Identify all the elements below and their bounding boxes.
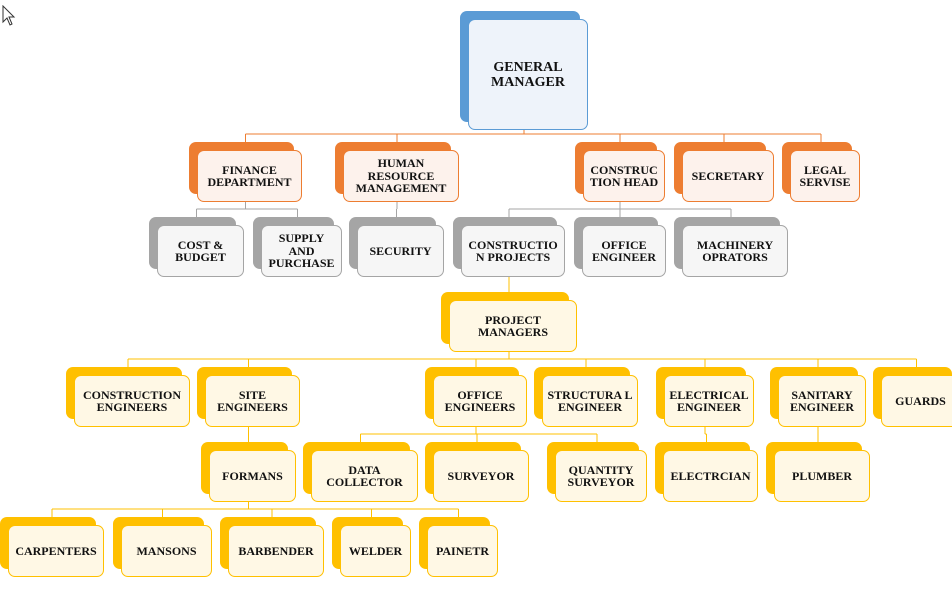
node-guards: Guards [873,367,952,427]
node-office-engineers: Office Engineers [425,367,527,427]
node-carpenters: Carpenters [0,517,104,577]
node-electrical-engineer: Electrical Engineer [656,367,754,427]
node-cost-budget: Cost & Budget [149,217,244,277]
node-label: Cost & Budget [157,225,244,277]
node-label: Quantity Surveyor [555,450,647,502]
node-label: Secretary [682,150,774,202]
node-label: Finance Department [197,150,302,202]
node-label: Data Collector [311,450,418,502]
node-label: Barbender [228,525,324,577]
node-label: General Manager [468,19,588,130]
node-label: Legal Servise [790,150,860,202]
node-label: Guards [881,375,952,427]
node-label: Office Engineers [433,375,527,427]
node-finance-department: Finance Department [189,142,302,202]
node-machinery-oprators: Machinery Oprators [674,217,788,277]
node-general-manager: General Manager [460,11,588,130]
node-label: Human Resource Management [343,150,459,202]
node-label: Electrical Engineer [664,375,754,427]
node-welder: Welder [332,517,411,577]
node-construction-head: Construc tion Head [575,142,665,202]
node-barbender: Barbender [220,517,324,577]
node-label: Constructio n Projects [461,225,565,277]
node-construction-projects: Constructio n Projects [453,217,565,277]
node-project-managers: Project Managers [441,292,577,352]
node-security: Security [349,217,444,277]
node-human-resource-management: Human Resource Management [335,142,459,202]
node-label: Site Engineers [205,375,300,427]
node-surveyor: Surveyor [425,442,529,502]
node-label: Supply and Purchase [261,225,342,277]
node-label: Surveyor [433,450,529,502]
node-label: Formans [209,450,296,502]
node-label: Office Engineer [582,225,666,277]
node-painetr: Painetr [419,517,498,577]
node-data-collector: Data Collector [303,442,418,502]
node-quantity-surveyor: Quantity Surveyor [547,442,647,502]
node-legal-servise: Legal Servise [782,142,860,202]
node-supply-purchase: Supply and Purchase [253,217,342,277]
node-label: Painetr [427,525,498,577]
node-label: Mansons [121,525,212,577]
node-formans: Formans [201,442,296,502]
node-label: Welder [340,525,411,577]
node-structural-engineer: Structura l Engineer [534,367,638,427]
node-plumber: Plumber [766,442,870,502]
node-mansons: Mansons [113,517,212,577]
node-electrcian: Electrcian [655,442,758,502]
node-site-engineers: Site Engineers [197,367,300,427]
node-label: Security [357,225,444,277]
mouse-pointer-icon [2,5,16,26]
node-label: Machinery Oprators [682,225,788,277]
node-label: Carpenters [8,525,104,577]
node-office-engineer: Office Engineer [574,217,666,277]
node-label: Electrcian [663,450,758,502]
node-label: Sanitary Engineer [778,375,866,427]
node-label: Construc tion Head [583,150,665,202]
node-sanitary-engineer: Sanitary Engineer [770,367,866,427]
node-label: Plumber [774,450,870,502]
node-label: Construction Engineers [74,375,190,427]
node-label: Project Managers [449,300,577,352]
node-label: Structura l Engineer [542,375,638,427]
node-construction-engineers: Construction Engineers [66,367,190,427]
node-secretary: Secretary [674,142,774,202]
